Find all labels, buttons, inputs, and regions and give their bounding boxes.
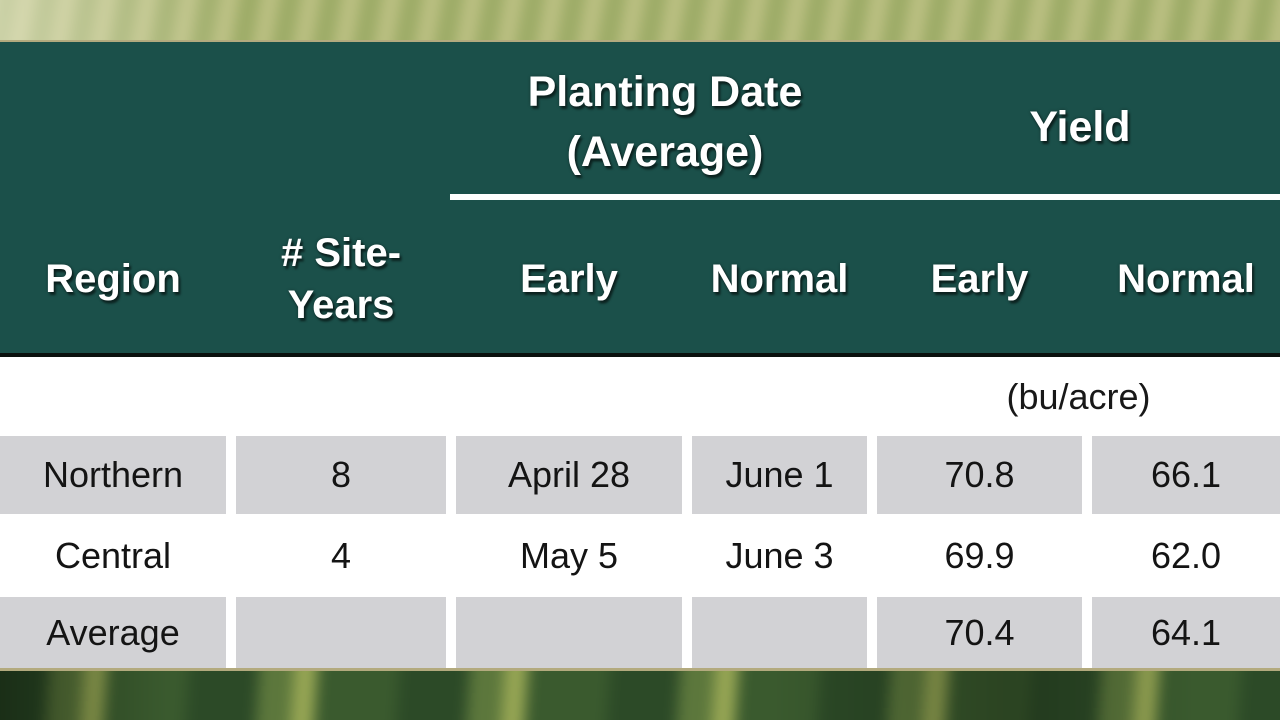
column-header-site-years-line2: Years	[287, 283, 395, 327]
cell-yield-early: 69.9	[877, 519, 1082, 593]
column-header-row: Region # Site- Years Early Normal Early …	[0, 223, 1280, 335]
cell-planting-early: May 5	[456, 519, 682, 593]
planting-date-group-line2: (Average)	[566, 128, 764, 176]
table-header: Planting Date (Average) Yield Region # S…	[0, 42, 1280, 357]
cell-yield-normal: 64.1	[1092, 597, 1280, 668]
column-header-planting-early: Early	[520, 257, 618, 301]
planting-yield-table: Planting Date (Average) Yield Region # S…	[0, 40, 1280, 671]
table-body: Northern 8 April 28 June 1 70.8 66.1 Cen…	[0, 436, 1280, 668]
cell-planting-early: April 28	[456, 436, 682, 514]
group-header-underline	[450, 194, 1280, 200]
cell-region: Average	[0, 597, 226, 668]
unit-label: (bu/acre)	[1006, 375, 1151, 417]
cell-region: Northern	[0, 436, 226, 514]
field-photo-top-blur	[0, 0, 1280, 40]
field-photo-top	[0, 0, 1280, 40]
cell-planting-normal: June 3	[692, 519, 867, 593]
cell-planting-normal	[692, 597, 867, 668]
table-row-average: Average 70.4 64.1	[0, 597, 1280, 668]
planting-date-group-line1: Planting Date	[527, 68, 803, 116]
cell-region: Central	[0, 519, 226, 593]
table-row-central: Central 4 May 5 June 3 69.9 62.0	[0, 519, 1280, 593]
column-header-yield-early: Early	[930, 257, 1029, 301]
cell-site-years	[236, 597, 446, 668]
planting-date-group-header: Planting Date (Average)	[450, 62, 880, 182]
cell-site-years: 4	[236, 519, 446, 593]
cell-yield-early: 70.4	[877, 597, 1082, 668]
cell-planting-normal: June 1	[692, 436, 867, 514]
unit-row: (bu/acre)	[0, 357, 1280, 436]
cell-yield-normal: 62.0	[1092, 519, 1280, 593]
column-header-yield-normal: Normal	[1117, 257, 1255, 301]
yield-group-header: Yield	[1029, 102, 1131, 151]
field-photo-bottom	[0, 671, 1280, 720]
cell-yield-normal: 66.1	[1092, 436, 1280, 514]
column-header-site-years-line1: # Site-	[280, 231, 402, 275]
column-header-site-years: # Site- Years	[236, 227, 446, 331]
cell-site-years: 8	[236, 436, 446, 514]
cell-yield-early: 70.8	[877, 436, 1082, 514]
column-header-planting-normal: Normal	[710, 257, 849, 301]
cell-planting-early	[456, 597, 682, 668]
column-header-region: Region	[45, 257, 181, 301]
table-row-northern: Northern 8 April 28 June 1 70.8 66.1	[0, 436, 1280, 514]
field-photo-bottom-blur	[0, 671, 1280, 720]
